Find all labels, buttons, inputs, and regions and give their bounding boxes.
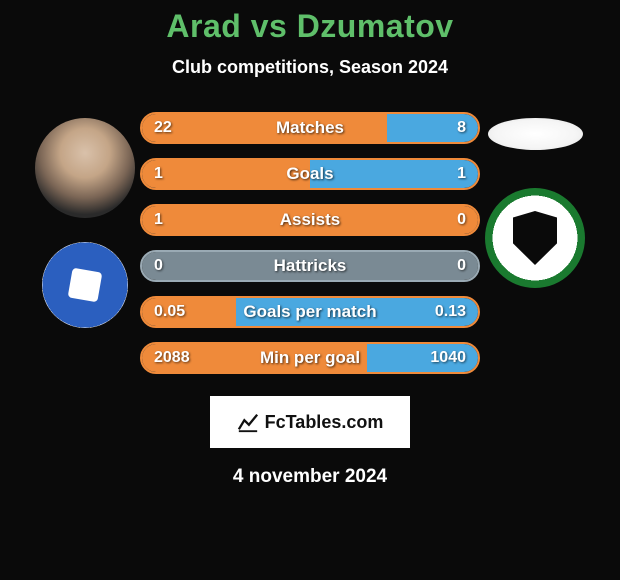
left-player-column (30, 112, 140, 328)
right-club-badge (485, 188, 585, 288)
stat-label: Goals (142, 164, 478, 184)
shield-icon (513, 211, 557, 265)
stat-value-right: 8 (457, 119, 466, 137)
stat-label: Hattricks (142, 256, 478, 276)
right-player-column (480, 112, 590, 288)
stat-value-right: 1040 (430, 349, 466, 367)
left-club-badge (42, 242, 128, 328)
main-row: 22Matches81Goals11Assists00Hattricks00.0… (0, 112, 620, 374)
comparison-card: Arad vs Dzumatov Club competitions, Seas… (0, 0, 620, 488)
stat-value-right: 1 (457, 165, 466, 183)
date-label: 4 november 2024 (0, 466, 620, 488)
subtitle: Club competitions, Season 2024 (0, 57, 620, 78)
left-player-avatar (35, 118, 135, 218)
stat-bar: 1Goals1 (140, 158, 480, 190)
stat-label: Assists (142, 210, 478, 230)
stats-column: 22Matches81Goals11Assists00Hattricks00.0… (140, 112, 480, 374)
stat-bar: 0.05Goals per match0.13 (140, 296, 480, 328)
chart-icon (237, 411, 259, 433)
stat-label: Goals per match (142, 302, 478, 322)
stat-bar: 22Matches8 (140, 112, 480, 144)
right-player-avatar (488, 118, 583, 150)
brand-label: FcTables.com (265, 412, 384, 433)
stat-label: Min per goal (142, 348, 478, 368)
stat-value-right: 0.13 (435, 303, 466, 321)
stat-bar: 2088Min per goal1040 (140, 342, 480, 374)
page-title: Arad vs Dzumatov (0, 8, 620, 45)
stat-label: Matches (142, 118, 478, 138)
stat-bar: 0Hattricks0 (140, 250, 480, 282)
stat-bar: 1Assists0 (140, 204, 480, 236)
stat-value-right: 0 (457, 211, 466, 229)
stat-value-right: 0 (457, 257, 466, 275)
brand-badge[interactable]: FcTables.com (210, 396, 410, 448)
